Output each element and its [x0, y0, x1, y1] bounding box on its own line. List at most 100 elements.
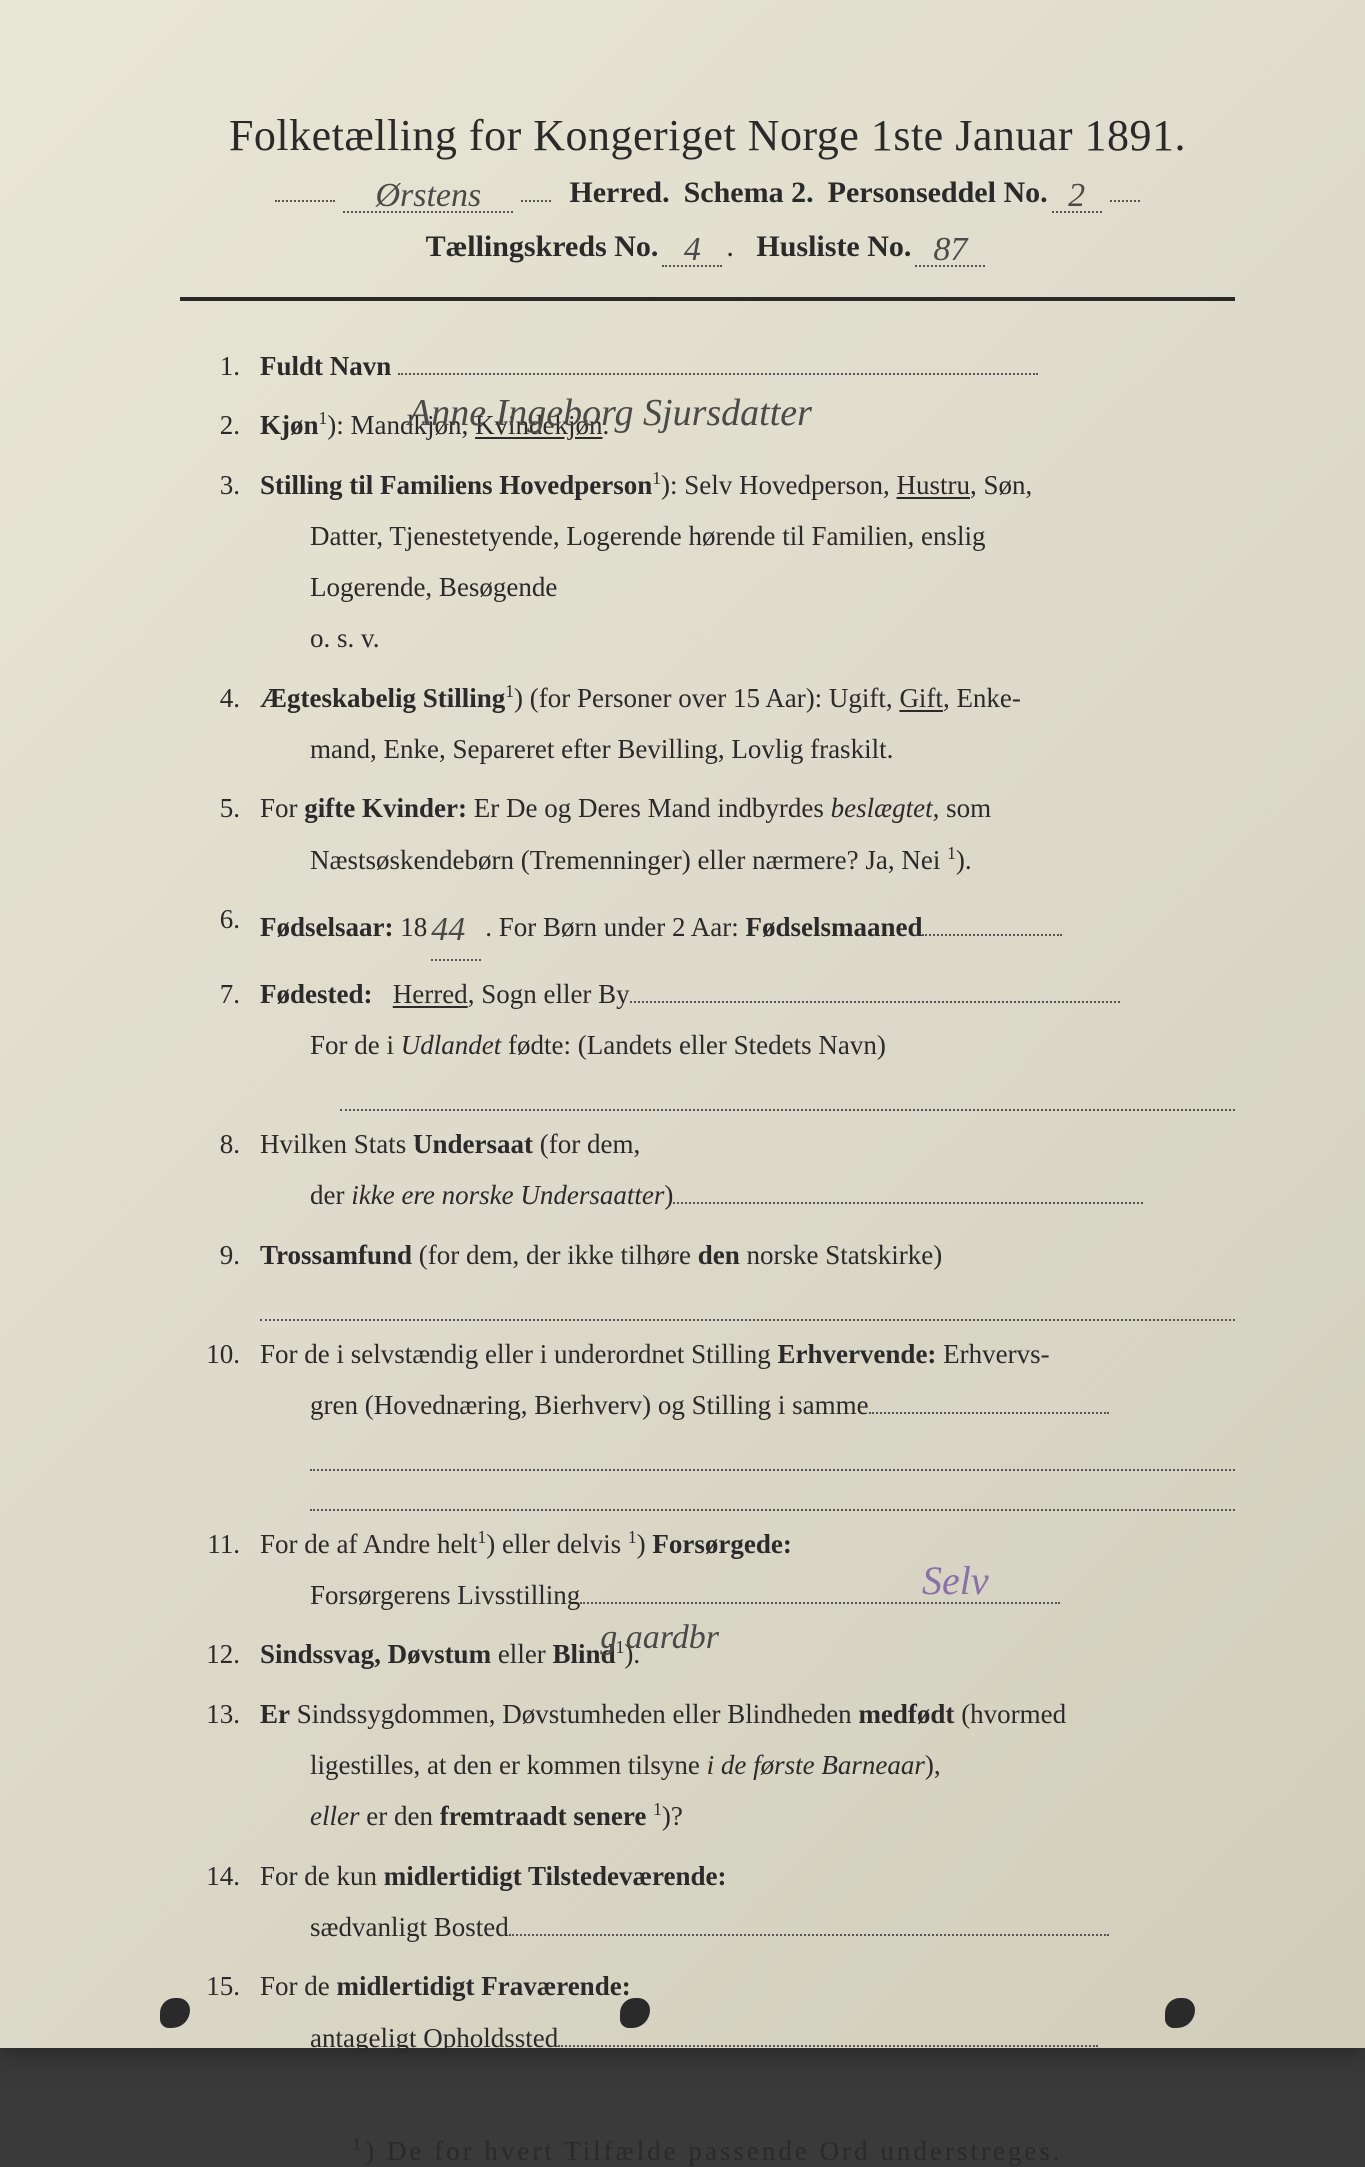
- item-4-label: Ægteskabelig Stilling: [260, 683, 505, 713]
- item-5-after: Er De og Deres Mand indbyrdes: [467, 793, 831, 823]
- item-8-dotfill: [673, 1202, 1143, 1204]
- item-7-line2-italic: Udlandet: [401, 1030, 502, 1060]
- item-7-line2-wrap: For de i Udlandet fødte: (Landets eller …: [260, 1020, 1235, 1071]
- item-5: 5. For gifte Kvinder: Er De og Deres Man…: [180, 783, 1235, 886]
- item-5-line2: Næstsøskendebørn (Tremenninger) eller næ…: [310, 845, 947, 875]
- footnote-sup: 1: [352, 2134, 365, 2154]
- item-11-mid: ) eller delvis: [486, 1529, 628, 1559]
- herred-label: Herred.: [555, 176, 683, 210]
- item-7-dotfill: [630, 1001, 1120, 1003]
- herred-handwritten: Ørstens: [375, 177, 481, 214]
- item-3-after: ): Selv Hovedperson,: [661, 470, 896, 500]
- item-5-italic: beslægtet,: [831, 793, 940, 823]
- item-7-line2-after: fødte: (Landets eller Stedets Navn): [501, 1030, 886, 1060]
- item-13-after2: (hvormed: [954, 1699, 1066, 1729]
- item-13-line3-sup: 1: [653, 1799, 662, 1819]
- item-3-line4: o. s. v.: [260, 613, 1235, 664]
- item-13-bold2: medfødt: [858, 1699, 954, 1729]
- husliste-no: 87: [933, 231, 967, 268]
- item-3-tail: , Søn,: [970, 470, 1032, 500]
- item-5-line2-wrap: Næstsøskendebørn (Tremenninger) eller næ…: [260, 835, 1235, 886]
- item-1: 1. Fuldt Navn Anne Ingeborg Sjursdatter: [180, 341, 1235, 392]
- period-1: .: [726, 230, 756, 264]
- item-15-line2-wrap: antageligt Opholdssted: [260, 2013, 1235, 2064]
- dots-right: [1110, 200, 1140, 202]
- item-14-line2-wrap: sædvanligt Bosted: [260, 1902, 1235, 1953]
- item-12-bold: Sindssvag, Døvstum: [260, 1639, 491, 1669]
- item-6-year-prefix: 18: [393, 912, 427, 942]
- item-8-content: Hvilken Stats Undersaat (for dem, der ik…: [260, 1119, 1235, 1222]
- item-6-bold2: Fødselsmaaned: [745, 912, 922, 942]
- item-14-pre: For de kun: [260, 1861, 384, 1891]
- item-5-bold1: gifte Kvinder:: [304, 793, 467, 823]
- item-6-after: . For Børn under 2 Aar:: [485, 912, 745, 942]
- item-3-num: 3.: [180, 460, 260, 665]
- item-5-content: For gifte Kvinder: Er De og Deres Mand i…: [260, 783, 1235, 886]
- schema-label: Schema 2.: [684, 176, 828, 210]
- item-2-sup: 1: [319, 408, 328, 428]
- item-6-year-field: 44: [431, 894, 481, 961]
- item-11-sup1: 1: [477, 1527, 486, 1547]
- item-7: 7. Fødested: Herred, Sogn eller By For d…: [180, 969, 1235, 1111]
- item-3-underlined: Hustru: [897, 470, 971, 500]
- kreds-no-field: 4: [662, 227, 722, 267]
- item-3-line2: Datter, Tjenestetyende, Logerende hørend…: [260, 511, 1235, 562]
- subheader-line-1: Ørstens Herred. Schema 2. Personseddel N…: [180, 173, 1235, 213]
- item-9: 9. Trossamfund (for dem, der ikke tilhør…: [180, 1230, 1235, 1321]
- kreds-no: 4: [684, 231, 701, 268]
- item-12-content: Sindssvag, Døvstum eller Blind1).: [260, 1629, 1235, 1680]
- item-14-dotfill: [509, 1934, 1109, 1936]
- item-10: 10. For de i selvstændig eller i underor…: [180, 1329, 1235, 1511]
- item-13-line2-wrap: ligestilles, at den er kommen tilsyne i …: [260, 1740, 1235, 1791]
- item-8-line2-italic: ikke ere norske Undersaatter: [351, 1180, 664, 1210]
- item-14-line2: sædvanligt Bosted: [310, 1912, 509, 1942]
- item-10-pre: For de i selvstændig eller i underordnet…: [260, 1339, 777, 1369]
- item-4-after: ) (for Personer over 15 Aar): Ugift,: [514, 683, 899, 713]
- item-5-pre: For: [260, 793, 304, 823]
- item-9-bold: Trossamfund: [260, 1240, 412, 1270]
- item-9-bold2: den: [698, 1240, 740, 1270]
- item-8-line2-after: ): [664, 1180, 673, 1210]
- item-13: 13. Er Sindssygdommen, Døvstumheden elle…: [180, 1689, 1235, 1843]
- item-11-dotfill: g aardbr: [580, 1602, 1060, 1604]
- personseddel-no-field: 2: [1052, 173, 1102, 213]
- item-11-num: 11.: [180, 1519, 260, 1622]
- item-15-line2: antageligt Opholdssted: [310, 2023, 558, 2053]
- item-13-line3-bold: fremtraadt senere: [440, 1801, 653, 1831]
- item-11: 11. For de af Andre helt1) eller delvis …: [180, 1519, 1235, 1622]
- item-14-bold: midlertidigt Tilstedeværende:: [384, 1861, 727, 1891]
- item-2-label-a: Kjøn: [260, 410, 319, 440]
- item-15-content: For de midlertidigt Fraværende: antageli…: [260, 1961, 1235, 2064]
- item-8-after: (for dem,: [533, 1129, 640, 1159]
- item-5-sup: 1: [947, 843, 956, 863]
- item-14: 14. For de kun midlertidigt Tilstedevære…: [180, 1851, 1235, 1954]
- item-7-content: Fødested: Herred, Sogn eller By For de i…: [260, 969, 1235, 1111]
- item-9-content: Trossamfund (for dem, der ikke tilhøre d…: [260, 1230, 1235, 1321]
- item-13-line2-italic: i de første Barneaar: [707, 1750, 925, 1780]
- item-10-dotfill-long: [310, 1431, 1235, 1471]
- item-5-num: 5.: [180, 783, 260, 886]
- footnote-text: ) De for hvert Tilfælde passende Ord und…: [365, 2136, 1062, 2166]
- item-12-num: 12.: [180, 1629, 260, 1680]
- item-11-bold: Forsørgede:: [652, 1529, 791, 1559]
- item-10-line2: gren (Hovednæring, Bierhverv) og Stillin…: [310, 1390, 869, 1420]
- item-3-sup: 1: [652, 468, 661, 488]
- item-1-content: Fuldt Navn Anne Ingeborg Sjursdatter: [260, 341, 1235, 392]
- item-13-content: Er Sindssygdommen, Døvstumheden eller Bl…: [260, 1689, 1235, 1843]
- item-3-label: Stilling til Familiens Hovedperson: [260, 470, 652, 500]
- item-6-year-hand: 44: [431, 911, 465, 948]
- item-3: 3. Stilling til Familiens Hovedperson1):…: [180, 460, 1235, 665]
- item-4-tail: , Enke-: [943, 683, 1021, 713]
- item-10-bold: Erhvervende:: [777, 1339, 936, 1369]
- item-9-num: 9.: [180, 1230, 260, 1321]
- item-15-pre: For de: [260, 1971, 337, 2001]
- item-1-num: 1.: [180, 341, 260, 392]
- item-8-line2-wrap: der ikke ere norske Undersaatter): [260, 1170, 1235, 1221]
- husliste-label: Husliste No.: [756, 230, 911, 264]
- item-7-label: Fødested:: [260, 979, 372, 1009]
- item-10-line2-wrap: gren (Hovednæring, Bierhverv) og Stillin…: [260, 1380, 1235, 1431]
- item-4-content: Ægteskabelig Stilling1) (for Personer ov…: [260, 673, 1235, 776]
- item-7-line2-pre: For de i: [310, 1030, 401, 1060]
- item-10-after: Erhvervs-: [936, 1339, 1049, 1369]
- item-10-dotfill: [869, 1412, 1109, 1414]
